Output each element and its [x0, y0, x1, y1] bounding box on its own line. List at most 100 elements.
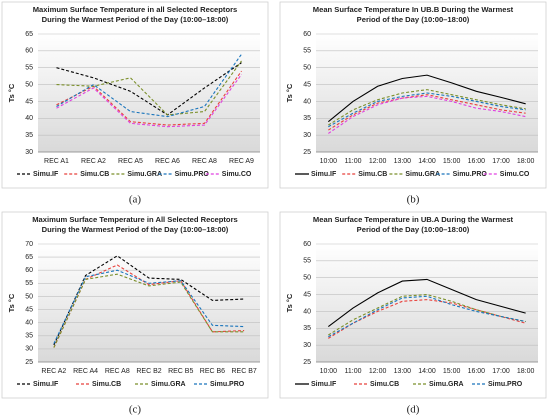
y-tick-label: 40: [303, 308, 311, 315]
series-line: [328, 278, 526, 328]
legend-label: Simu.GRA: [429, 381, 464, 388]
chart-title: Maximum Surface Temperature in all Selec…: [33, 5, 238, 14]
caption: (d): [407, 404, 420, 416]
y-tick-label: 30: [303, 132, 311, 139]
legend-label: Simu.CB: [80, 171, 109, 178]
y-tick-label: 25: [303, 359, 311, 366]
y-tick-label: 30: [303, 342, 311, 349]
x-tick-label: 17:00: [492, 368, 510, 375]
x-tick-label: 14:00: [418, 158, 436, 165]
legend-label: Simu.GRA: [127, 171, 162, 178]
chart-panel: Maximum Surface Temperature in All Selec…: [1, 211, 269, 416]
series-line: [56, 62, 242, 116]
y-tick-label: 55: [303, 258, 311, 265]
series-line: [328, 95, 526, 134]
y-tick-label: 50: [25, 293, 33, 300]
y-axis-label: Ts °C: [285, 83, 294, 102]
y-tick-label: 35: [25, 333, 33, 340]
series-line: [328, 294, 526, 336]
legend-label: Simu.GRA: [405, 171, 440, 178]
y-tick-label: 45: [303, 291, 311, 298]
y-tick-label: 25: [303, 149, 311, 156]
caption: (b): [407, 194, 420, 206]
y-tick-label: 50: [303, 275, 311, 282]
y-tick-label: 35: [25, 132, 33, 139]
legend-label: Simu.PRO: [175, 171, 210, 178]
y-tick-label: 40: [25, 115, 33, 122]
x-tick-label: 10:00: [320, 158, 338, 165]
caption: (c): [129, 404, 142, 416]
y-tick-label: 30: [25, 149, 33, 156]
y-tick-label: 65: [25, 254, 33, 261]
x-tick-label: REC B2: [136, 368, 161, 375]
x-tick-label: REC A8: [105, 368, 130, 375]
y-tick-label: 25: [25, 359, 33, 366]
y-axis-label: Ts °C: [285, 293, 294, 312]
x-tick-label: 10:00: [320, 368, 338, 375]
y-tick-label: 60: [25, 48, 33, 55]
y-tick-label: 55: [25, 280, 33, 287]
y-tick-label: 55: [303, 48, 311, 55]
legend-label: Simu.GRA: [151, 381, 186, 388]
x-tick-label: REC B6: [200, 368, 225, 375]
x-tick-label: 14:00: [418, 368, 436, 375]
legend-label: Simu.PRO: [453, 171, 488, 178]
x-tick-label: 16:00: [468, 158, 486, 165]
chart-title: Mean Surface Temperature in UB.A During …: [313, 215, 514, 224]
y-tick-label: 60: [25, 267, 33, 274]
x-tick-label: 15:00: [443, 368, 461, 375]
chart-panel: Mean Surface Temperature In UB.B During …: [279, 1, 547, 206]
chart-panel: Mean Surface Temperature in UB.A During …: [279, 211, 547, 416]
x-tick-label: REC A9: [229, 158, 254, 165]
series-line: [56, 53, 242, 118]
x-tick-label: REC A2: [41, 368, 66, 375]
x-tick-label: 18:00: [517, 368, 535, 375]
series-line: [327, 74, 526, 123]
x-tick-label: 12:00: [369, 158, 387, 165]
legend-label: Simu.IF: [311, 171, 337, 178]
x-tick-label: REC A8: [192, 158, 217, 165]
series-line: [328, 89, 526, 126]
series-line: [53, 269, 245, 344]
y-tick-label: 65: [25, 31, 33, 38]
series-line: [56, 74, 242, 128]
x-tick-label: REC B5: [168, 368, 193, 375]
x-tick-label: 13:00: [394, 158, 412, 165]
legend-label: Simu.CB: [358, 171, 387, 178]
y-tick-label: 50: [303, 65, 311, 72]
legend-label: Simu.IF: [33, 171, 59, 178]
y-axis-label: Ts °C: [7, 83, 16, 102]
y-tick-label: 40: [25, 320, 33, 327]
series-line: [56, 70, 242, 126]
series-line: [328, 94, 526, 131]
y-tick-label: 30: [25, 346, 33, 353]
legend-label: Simu.CO: [222, 171, 252, 178]
plot-area: [316, 244, 538, 362]
y-tick-label: 60: [303, 241, 311, 248]
legend-label: Simu.IF: [33, 381, 59, 388]
series-line: [56, 60, 242, 116]
y-tick-label: 55: [25, 65, 33, 72]
y-tick-label: 70: [25, 241, 33, 248]
chart-title: Period of the Day (10:00–18:00): [357, 15, 470, 24]
x-tick-label: 18:00: [517, 158, 535, 165]
caption: (a): [129, 194, 142, 206]
y-tick-label: 35: [303, 115, 311, 122]
legend-label: Simu.IF: [311, 381, 337, 388]
y-tick-label: 60: [303, 31, 311, 38]
chart-title: Maximum Surface Temperature in All Selec…: [32, 215, 238, 224]
y-tick-label: 45: [25, 98, 33, 105]
chart-title: Mean Surface Temperature In UB.B During …: [313, 5, 514, 14]
chart-title: During the Warmest Period of the Day (10…: [42, 15, 229, 24]
chart-title: During the Warmest Period of the Day (10…: [42, 225, 229, 234]
x-tick-label: 12:00: [369, 368, 387, 375]
legend-label: Simu.CB: [370, 381, 399, 388]
legend-label: Simu.PRO: [488, 381, 523, 388]
legend-label: Simu.PRO: [210, 381, 245, 388]
series-line: [53, 255, 245, 346]
series-line: [53, 273, 245, 348]
y-tick-label: 35: [303, 325, 311, 332]
x-tick-label: REC A4: [73, 368, 98, 375]
x-tick-label: 13:00: [394, 368, 412, 375]
